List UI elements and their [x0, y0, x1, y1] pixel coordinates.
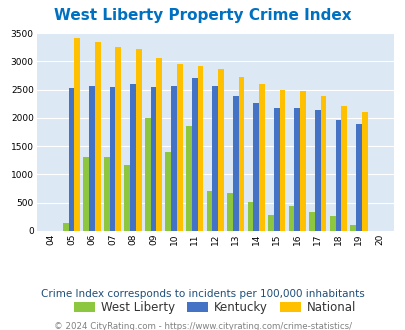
Bar — [267, 215, 273, 231]
Bar — [309, 212, 314, 231]
Text: © 2024 CityRating.com - https://www.cityrating.com/crime-statistics/: © 2024 CityRating.com - https://www.city… — [54, 322, 351, 330]
Bar — [253, 103, 258, 231]
Bar — [341, 106, 346, 231]
Bar — [89, 86, 95, 231]
Bar — [150, 87, 156, 231]
Bar — [104, 157, 109, 231]
Bar — [197, 66, 203, 231]
Bar — [95, 42, 100, 231]
Text: West Liberty Property Crime Index: West Liberty Property Crime Index — [54, 8, 351, 23]
Bar — [171, 86, 177, 231]
Bar — [212, 86, 217, 231]
Bar — [136, 50, 141, 231]
Legend: West Liberty, Kentucky, National: West Liberty, Kentucky, National — [69, 296, 360, 319]
Bar — [329, 216, 335, 231]
Bar — [279, 89, 285, 231]
Bar — [185, 126, 191, 231]
Bar — [177, 64, 182, 231]
Bar — [191, 78, 197, 231]
Bar — [299, 91, 305, 231]
Bar — [238, 77, 244, 231]
Bar — [115, 47, 121, 231]
Bar — [335, 119, 341, 231]
Bar — [206, 191, 212, 231]
Bar — [355, 123, 361, 231]
Bar — [217, 69, 223, 231]
Bar — [74, 38, 80, 231]
Bar — [130, 84, 136, 231]
Bar — [258, 84, 264, 231]
Bar — [124, 165, 130, 231]
Text: Crime Index corresponds to incidents per 100,000 inhabitants: Crime Index corresponds to incidents per… — [41, 289, 364, 299]
Bar — [361, 112, 367, 231]
Bar — [294, 108, 299, 231]
Bar — [145, 118, 150, 231]
Bar — [350, 225, 355, 231]
Bar — [109, 87, 115, 231]
Bar — [288, 206, 294, 231]
Bar — [165, 152, 171, 231]
Bar — [83, 157, 89, 231]
Bar — [320, 96, 326, 231]
Bar — [232, 96, 238, 231]
Bar — [314, 110, 320, 231]
Bar — [273, 108, 279, 231]
Bar — [63, 222, 68, 231]
Bar — [68, 88, 74, 231]
Bar — [156, 58, 162, 231]
Bar — [247, 202, 253, 231]
Bar — [226, 192, 232, 231]
